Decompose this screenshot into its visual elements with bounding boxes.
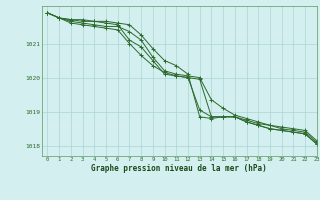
X-axis label: Graphe pression niveau de la mer (hPa): Graphe pression niveau de la mer (hPa) [91, 164, 267, 173]
